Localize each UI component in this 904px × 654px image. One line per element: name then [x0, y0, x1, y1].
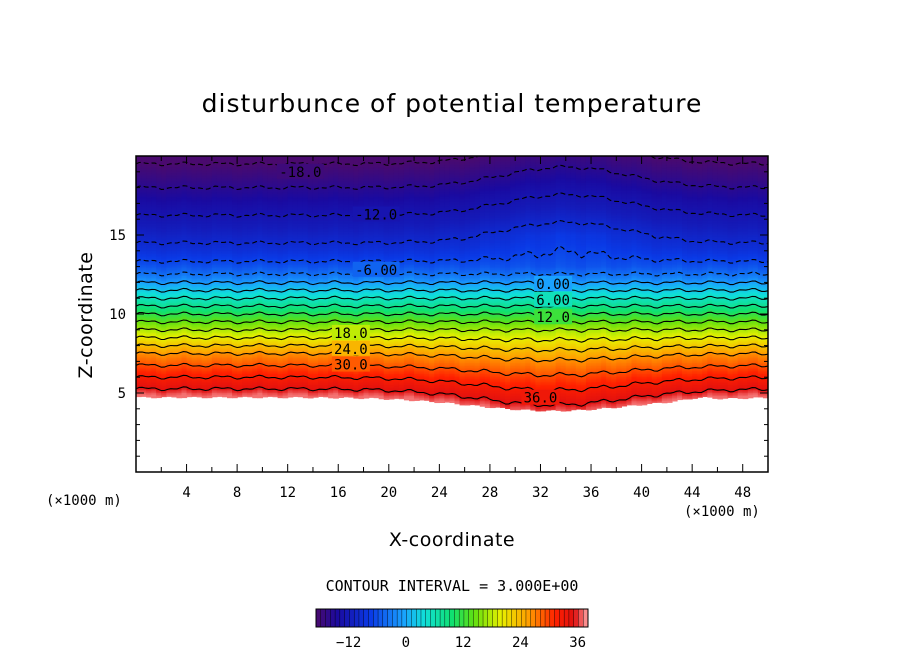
color-cell [136, 396, 142, 397]
color-cell [242, 396, 248, 397]
color-cell [217, 396, 223, 397]
color-cell [262, 396, 268, 397]
color-cell [278, 396, 284, 398]
color-cell [182, 396, 188, 398]
color-cell [141, 396, 147, 397]
plot-area: -18.0-12.0-6.000.006.0012.018.024.030.03… [136, 156, 769, 412]
color-cell [187, 396, 193, 397]
color-cell [232, 396, 238, 398]
color-cell [166, 396, 172, 397]
color-cell [247, 396, 253, 397]
color-cell [257, 396, 263, 398]
color-cell [293, 396, 299, 397]
color-cell [227, 396, 233, 398]
color-cell [267, 396, 273, 397]
color-cell [171, 396, 177, 397]
color-cell [146, 396, 152, 397]
color-bands [136, 156, 769, 412]
color-cell [212, 396, 218, 397]
color-cell [222, 396, 228, 397]
color-cell [252, 396, 258, 398]
color-cell [207, 396, 213, 398]
color-cell [151, 396, 157, 398]
color-cell [176, 396, 182, 398]
color-cell [156, 396, 162, 398]
chart-title: disturbunce of potential temperature [202, 89, 703, 118]
color-cell [273, 396, 279, 397]
color-cell [161, 396, 167, 397]
color-cell [237, 396, 243, 397]
color-cell [288, 396, 294, 397]
color-cell [197, 396, 203, 397]
color-cell [202, 396, 208, 398]
color-cell [192, 396, 198, 397]
color-cell [283, 396, 289, 398]
